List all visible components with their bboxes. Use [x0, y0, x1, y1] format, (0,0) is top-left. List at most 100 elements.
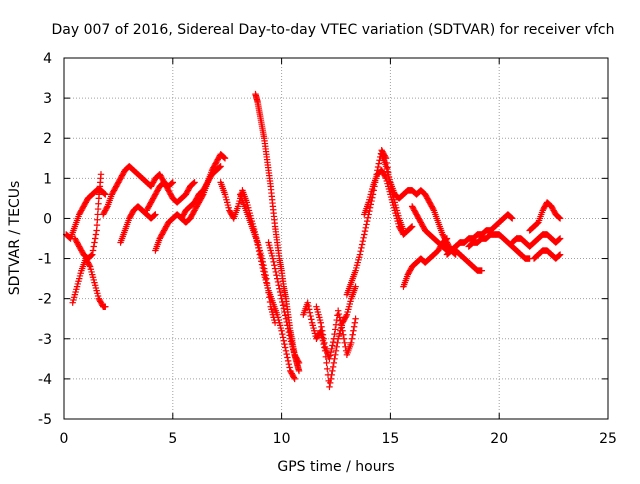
data-point	[334, 339, 341, 346]
data-point	[93, 227, 100, 234]
x-tick-label: 15	[381, 431, 399, 447]
data-point	[220, 153, 227, 161]
data-point	[279, 330, 286, 338]
data-point	[329, 338, 337, 346]
data-point	[280, 305, 287, 312]
data-point	[358, 241, 366, 248]
grid	[64, 58, 608, 419]
data-point	[279, 298, 286, 306]
series-arc-23	[509, 231, 564, 250]
data-point	[285, 328, 293, 336]
data-point	[352, 283, 359, 290]
data-point	[284, 354, 291, 361]
data-point	[261, 268, 269, 276]
data-point	[169, 179, 176, 186]
data-point	[266, 294, 273, 301]
data-point	[281, 308, 288, 316]
data-point	[336, 314, 343, 321]
axis-ticks: 0 5 10 15 20 25 -5 -4 -3 -2 -1 0 1 2 3 4	[38, 51, 617, 447]
data-point	[100, 189, 108, 197]
data-point	[364, 214, 372, 221]
data-point	[556, 215, 564, 222]
data-point	[275, 282, 282, 289]
data-point	[88, 252, 95, 259]
data-point	[349, 331, 356, 338]
data-point	[329, 367, 336, 375]
series-arc-21	[443, 211, 516, 258]
data-point	[362, 224, 369, 232]
data-point	[348, 339, 355, 346]
data-point	[66, 234, 74, 242]
data-point	[352, 315, 359, 322]
data-point	[295, 359, 303, 367]
data-point	[333, 343, 340, 350]
data-point	[286, 332, 293, 339]
data-point	[337, 317, 344, 324]
y-tick-label: -2	[38, 292, 52, 308]
data-point	[221, 155, 229, 162]
data-point	[350, 323, 358, 330]
data-point	[331, 330, 338, 338]
data-point	[94, 205, 102, 213]
data-point	[284, 322, 291, 329]
data-point	[217, 163, 224, 170]
data-point	[374, 163, 382, 171]
data-point	[269, 255, 277, 262]
data-point	[340, 331, 347, 338]
data-point	[91, 235, 99, 242]
data-point	[508, 214, 515, 221]
data-point	[556, 235, 564, 242]
data-point	[509, 215, 516, 222]
y-tick-label: -5	[38, 412, 52, 428]
data-point	[555, 213, 562, 221]
data-point	[305, 306, 313, 313]
data-point	[359, 237, 367, 245]
data-point	[94, 216, 101, 223]
data-point	[262, 272, 269, 279]
data-point	[284, 325, 292, 332]
data-point	[259, 258, 266, 266]
data-point	[319, 331, 327, 338]
data-point	[271, 265, 279, 272]
data-point	[351, 319, 359, 326]
data-point	[263, 275, 270, 282]
data-point	[306, 309, 314, 316]
x-tick-label: 0	[60, 431, 69, 447]
series-arc-3	[71, 171, 105, 262]
data-point	[307, 312, 314, 320]
data-point	[189, 180, 197, 187]
data-point	[221, 154, 228, 161]
data-point	[276, 288, 284, 296]
y-tick-label: 4	[43, 51, 52, 67]
data-point	[103, 204, 110, 211]
data-point	[332, 347, 340, 355]
data-point	[326, 355, 333, 363]
data-point	[264, 284, 272, 292]
data-point	[280, 337, 287, 344]
data-point	[556, 214, 563, 221]
y-tick-label: 3	[43, 91, 52, 107]
data-point	[556, 252, 563, 259]
data-point	[326, 379, 334, 387]
data-point	[340, 335, 348, 342]
data-point	[308, 316, 315, 323]
data-point	[321, 339, 328, 346]
data-point	[277, 292, 285, 299]
data-point	[90, 243, 97, 250]
data-point	[91, 239, 98, 246]
y-tick-label: -4	[38, 372, 52, 388]
data-point	[94, 211, 101, 218]
data-point	[279, 334, 287, 341]
data-point	[350, 327, 357, 334]
data-point	[328, 345, 335, 353]
data-point	[443, 235, 451, 242]
data-point	[86, 262, 93, 269]
data-point	[274, 275, 281, 282]
data-point	[295, 367, 303, 375]
y-tick-label: -3	[38, 332, 52, 348]
data-point	[305, 302, 312, 310]
data-point	[329, 342, 336, 349]
data-point	[89, 251, 96, 258]
data-point	[168, 180, 175, 187]
data-point	[317, 319, 324, 326]
